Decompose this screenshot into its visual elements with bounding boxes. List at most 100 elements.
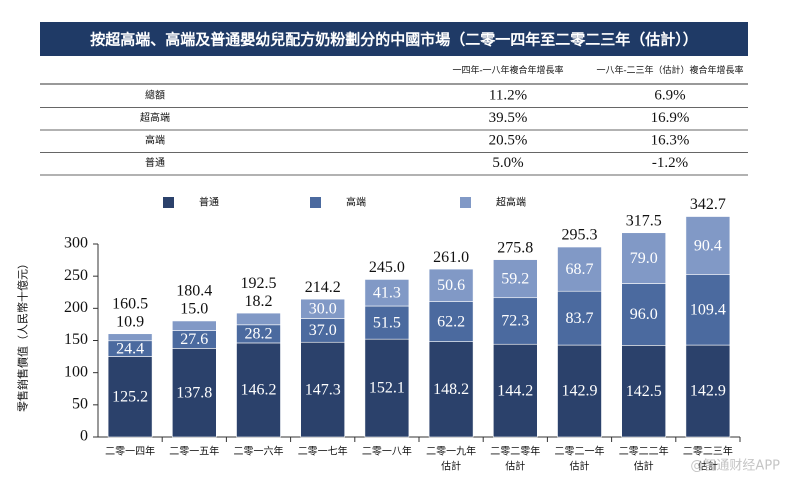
row-label: 超高端: [140, 111, 170, 124]
legend-swatch: [310, 197, 321, 208]
x-tick-label: 二零二零年: [490, 444, 540, 457]
x-tick-label: 估計: [634, 459, 654, 472]
bar-segment: [300, 298, 346, 319]
x-tick-label: 二零二二年: [619, 444, 669, 457]
bar-segment: [172, 348, 217, 438]
title: 按超高端、高端及普通嬰幼兒配方奶粉劃分的中國市場（二零一四年至二零二三年（估計）…: [90, 31, 698, 49]
value-label: 96.0: [630, 306, 658, 323]
y-tick-label: 300: [64, 235, 88, 252]
total-label: 160.5: [112, 295, 148, 312]
value-label: 72.3: [501, 313, 529, 330]
x-tick-label: 二零一八年: [362, 444, 412, 457]
bar-segment: [685, 216, 731, 275]
legend-label: 超高端: [496, 195, 526, 208]
bar-segment: [492, 343, 538, 438]
bar-segment: [428, 341, 474, 438]
total-label: 192.5: [241, 275, 277, 292]
table-cell: 11.2%: [489, 87, 527, 103]
total-label: 261.0: [433, 249, 469, 266]
row-label: 高端: [145, 133, 165, 146]
bar-segment: [428, 268, 474, 302]
bar-segment: [364, 305, 410, 340]
total-label: 295.3: [562, 227, 598, 244]
value-label: 37.0: [309, 322, 337, 339]
bar-segment: [621, 232, 667, 284]
value-label: 30.0: [309, 300, 337, 317]
bar-segment: [364, 279, 410, 307]
row-label: 總額: [145, 88, 165, 101]
legend-swatch: [163, 197, 174, 208]
total-label: 245.0: [369, 259, 405, 276]
x-tick-label: 估計: [698, 459, 718, 472]
y-tick-label: 50: [72, 396, 88, 413]
bar-segment: [236, 342, 281, 438]
bar-segment: [557, 344, 602, 438]
total-label: 275.8: [497, 239, 533, 256]
value-label: 68.7: [566, 261, 594, 278]
table-header: 一八年-二三年（估計）複合年增長率: [597, 64, 744, 75]
value-label: 50.6: [437, 277, 465, 294]
table-cell: 16.3%: [651, 132, 690, 148]
bar-segment: [172, 320, 217, 331]
value-label: 137.8: [176, 384, 212, 401]
bar-segment: [557, 246, 602, 292]
table-cell: 5.0%: [492, 155, 523, 171]
value-label: 146.2: [241, 382, 277, 399]
table-cell: 20.5%: [489, 132, 528, 148]
x-tick-label: 二零一四年: [105, 444, 155, 457]
value-label: 147.3: [305, 381, 341, 398]
value-label: 62.2: [437, 313, 465, 330]
value-label: 109.4: [690, 302, 726, 319]
value-label: 27.6: [180, 331, 208, 348]
bar-segment: [621, 283, 667, 346]
table-cell: 39.5%: [489, 110, 528, 126]
y-tick-label: 200: [64, 299, 88, 316]
row-label: 普通: [145, 156, 165, 169]
y-tick-label: 100: [64, 363, 88, 380]
x-tick-label: 二零二三年: [683, 444, 733, 457]
table-cell: 6.9%: [654, 87, 685, 103]
bar-segment: [685, 344, 731, 438]
x-tick-label: 二零二一年: [555, 444, 605, 457]
value-label: 41.3: [373, 284, 401, 301]
bar-segment: [428, 301, 474, 342]
y-tick-label: 0: [80, 428, 88, 445]
y-tick-label: 250: [64, 267, 88, 284]
value-label: 142.9: [690, 383, 726, 400]
x-tick-label: 二零一五年: [169, 444, 219, 457]
total-label: 317.5: [626, 212, 662, 229]
value-label: 59.2: [501, 270, 529, 287]
value-label: 10.9: [116, 313, 144, 330]
value-label: 15.0: [180, 301, 208, 318]
value-label: 142.9: [562, 383, 598, 400]
bar-segment: [492, 297, 538, 345]
bar-segment: [107, 333, 153, 342]
x-tick-label: 估計: [441, 459, 461, 472]
total-label: 180.4: [176, 283, 212, 300]
value-label: 24.4: [116, 340, 144, 357]
y-axis-title: 零售銷售價值（人民幣十億元）: [16, 258, 30, 412]
bar-segment: [364, 338, 410, 438]
x-tick-label: 二零一七年: [298, 444, 348, 457]
x-tick-label: 估計: [505, 459, 525, 472]
value-label: 18.2: [245, 293, 273, 310]
value-label: 142.5: [626, 383, 662, 400]
value-label: 51.5: [373, 314, 401, 331]
value-label: 148.2: [433, 381, 469, 398]
legend-label: 高端: [346, 195, 366, 208]
x-tick-label: 二零一九年: [426, 444, 476, 457]
legend-swatch: [460, 197, 471, 208]
bar-segment: [621, 345, 667, 438]
total-label: 342.7: [690, 196, 726, 213]
legend-label: 普通: [199, 195, 219, 208]
value-label: 90.4: [694, 237, 722, 254]
total-label: 214.2: [305, 279, 341, 296]
value-label: 152.1: [369, 380, 405, 397]
value-label: 144.2: [497, 382, 533, 399]
table-cell: 16.9%: [651, 110, 690, 126]
y-tick-label: 150: [64, 331, 88, 348]
bar-segment: [492, 259, 538, 299]
value-label: 125.2: [112, 388, 148, 405]
bar-segment: [236, 312, 281, 326]
